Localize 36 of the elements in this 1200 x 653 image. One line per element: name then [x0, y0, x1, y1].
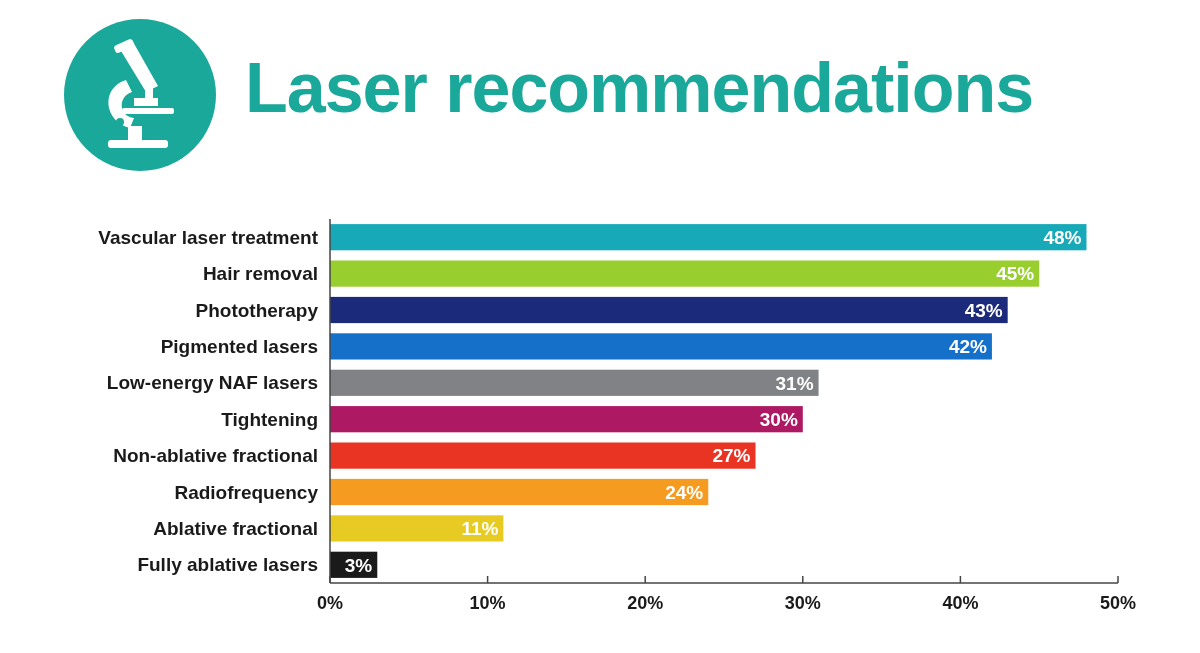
data-label: 43%	[964, 299, 1003, 321]
data-label: 45%	[996, 263, 1035, 285]
bar	[330, 442, 756, 469]
x-tick-label: 50%	[1099, 593, 1137, 613]
y-tick-label: Phototherapy	[195, 299, 319, 321]
x-tick-label: 10%	[469, 593, 506, 613]
bar	[330, 369, 819, 396]
y-tick-label: Radiofrequency	[174, 481, 319, 503]
x-tick-label: 0%	[316, 593, 344, 613]
data-label: 11%	[461, 518, 499, 540]
data-label: 27%	[712, 445, 751, 467]
bar	[330, 224, 1087, 251]
y-tick-label: Low-energy NAF lasers	[106, 372, 318, 394]
chart-title: Laser recommendations	[245, 49, 1034, 127]
y-tick-label: Non-ablative fractional	[113, 445, 318, 467]
bar	[330, 515, 504, 542]
data-label: 3%	[344, 554, 373, 576]
bar	[330, 260, 1040, 287]
data-label: 30%	[759, 409, 798, 431]
x-tick-label: 20%	[627, 593, 664, 613]
y-tick-label: Ablative fractional	[153, 518, 318, 540]
bar	[330, 296, 1008, 324]
x-tick-label: 30%	[784, 593, 821, 613]
y-tick-label: Vascular laser treatment	[98, 226, 319, 248]
y-tick-label: Tightening	[221, 408, 318, 430]
y-tick-label: Hair removal	[202, 263, 318, 285]
data-label: 31%	[775, 372, 814, 394]
bar	[330, 478, 709, 506]
y-tick-label: Fully ablative lasers	[137, 554, 318, 576]
y-tick-label: Pigmented lasers	[160, 336, 318, 358]
bar	[330, 406, 803, 433]
data-label: 24%	[665, 481, 704, 503]
bar	[330, 333, 992, 360]
data-label: 42%	[948, 336, 988, 358]
data-label: 48%	[1043, 227, 1082, 249]
x-tick-label: 40%	[942, 593, 979, 613]
